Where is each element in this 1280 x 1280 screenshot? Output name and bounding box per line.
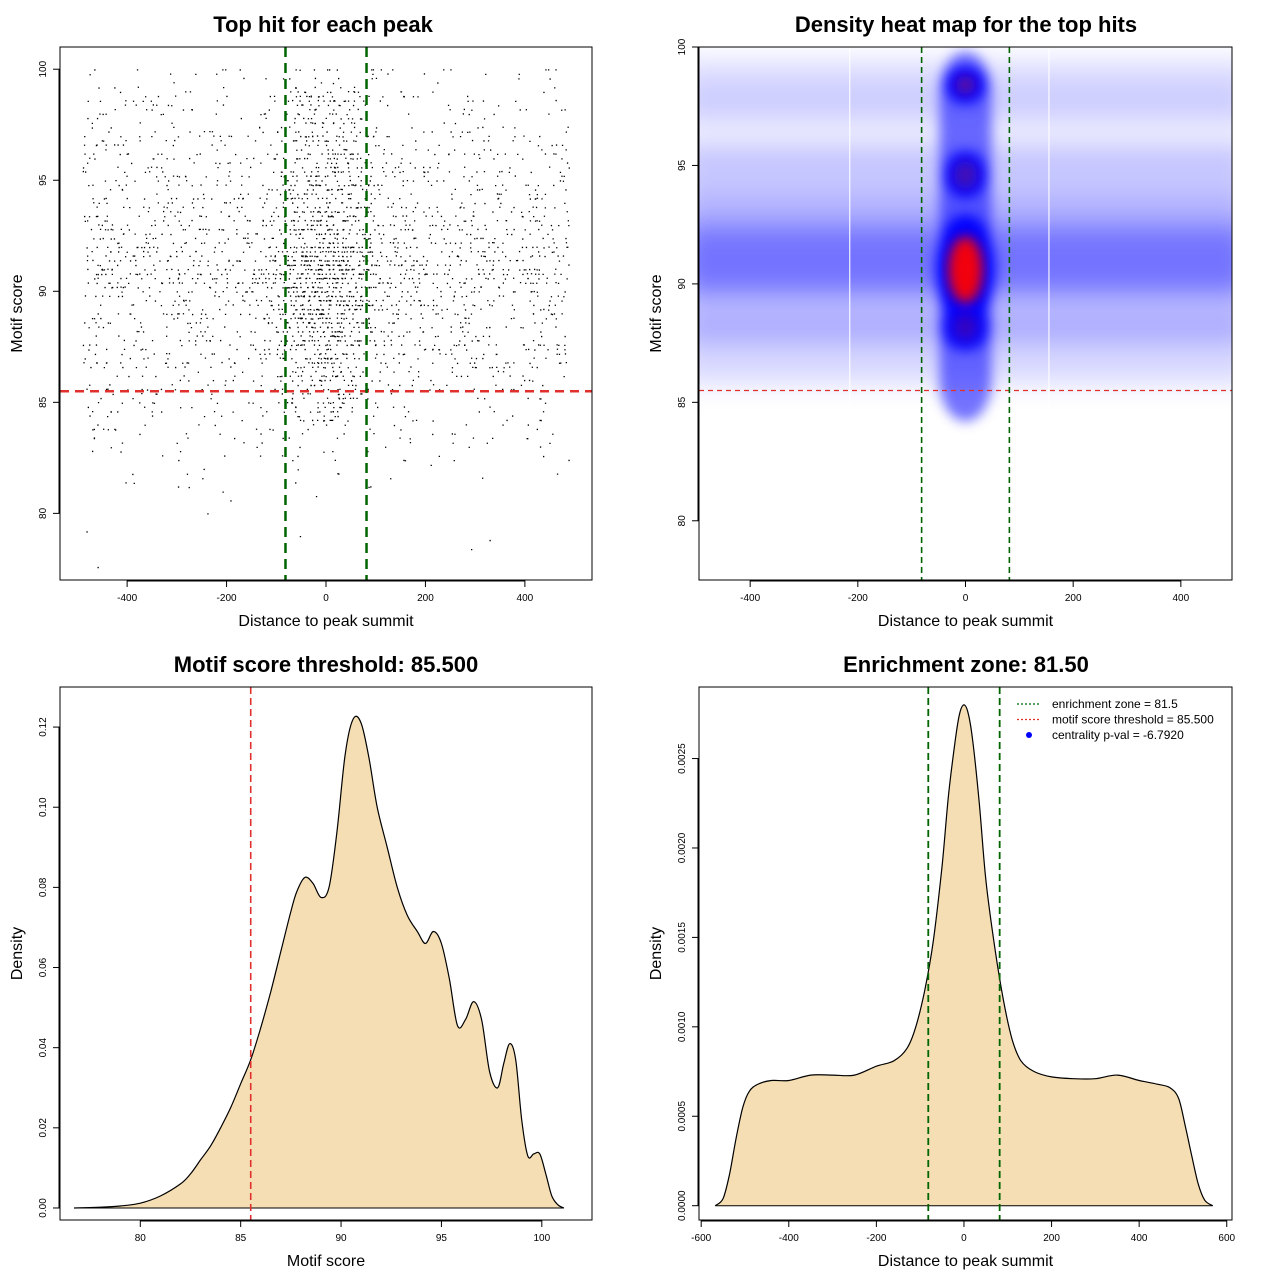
x-tick-label: 95	[436, 1233, 448, 1244]
x-tick-label: -400	[117, 593, 137, 604]
plot-frame	[698, 686, 1233, 1221]
panel-score-density: Motif score threshold: 85.500 Motif score…	[9, 652, 593, 1270]
x-axis-label: Motif score	[287, 1253, 365, 1270]
x-tick-label: -200	[217, 593, 237, 604]
x-tick-label: 100	[533, 1233, 550, 1244]
x-axis: -600 -400 -200 0 200 400 600	[691, 1220, 1236, 1244]
y-axis: 0.0000 0.0005 0.0010 0.0015 0.0020 0.0025	[677, 743, 699, 1221]
density-curve	[74, 715, 565, 1209]
x-tick-label: 200	[1065, 593, 1082, 604]
scatter-point	[82, 69, 570, 569]
y-tick-label: 100	[677, 38, 688, 55]
density-area	[715, 704, 1213, 1206]
y-axis-label: Density	[9, 927, 26, 980]
heatmap-hotspots	[948, 75, 983, 341]
heatmap-body	[699, 47, 1232, 580]
y-tick-label: 100	[38, 60, 49, 77]
x-tick-label: -400	[779, 1233, 799, 1244]
y-tick-label: 0.0010	[677, 1011, 688, 1042]
x-tick-label: 0	[323, 593, 329, 604]
y-tick-label: 0.0000	[677, 1190, 688, 1221]
y-tick-label: 0.08	[38, 877, 49, 897]
x-axis: -400 -200 0 200 400	[740, 580, 1190, 604]
panel-scatter: Top hit for each peak Distance to peak su…	[9, 12, 593, 630]
density-area	[74, 716, 564, 1208]
x-tick-label: 200	[417, 593, 434, 604]
y-tick-label: 95	[677, 159, 688, 171]
y-axis-label: Density	[648, 927, 665, 980]
x-tick-label: 600	[1218, 1233, 1235, 1244]
y-axis: 80 85 90 95 100	[38, 60, 60, 519]
x-axis: -400 -200 0 200 400	[117, 580, 534, 604]
heatmap-hotspot	[948, 236, 983, 303]
y-tick-label: 85	[38, 396, 49, 408]
y-tick-label: 0.06	[38, 957, 49, 977]
x-tick-label: 85	[235, 1233, 247, 1244]
scatter-points	[82, 69, 570, 569]
x-tick-label: -400	[740, 593, 760, 604]
legend-point	[1026, 732, 1032, 738]
x-tick-label: 0	[963, 593, 969, 604]
heatmap-hotspot	[953, 160, 978, 190]
panel-heatmap: Density heat map for the top hits Distanc…	[648, 12, 1233, 630]
legend-label: centrality p-val = -6.7920	[1052, 728, 1184, 742]
panel-distance-density: Enrichment zone: 81.50 Distance to peak s…	[648, 652, 1236, 1270]
x-tick-label: -600	[691, 1233, 711, 1244]
x-tick-label: 400	[1173, 593, 1190, 604]
y-tick-label: 0.12	[38, 717, 49, 737]
heatmap-hotspot	[955, 75, 976, 95]
x-axis-label: Distance to peak summit	[878, 1253, 1054, 1270]
x-axis: 80 85 90 95 100	[135, 1220, 551, 1244]
x-tick-label: 0	[961, 1233, 967, 1244]
x-tick-label: -200	[848, 593, 868, 604]
y-tick-label: 0.04	[38, 1038, 49, 1058]
y-tick-label: 80	[38, 507, 49, 519]
plot-frame	[698, 46, 1233, 581]
legend-item: motif score threshold = 85.500	[1017, 713, 1214, 727]
y-tick-label: 0.0020	[677, 832, 688, 863]
chart-title: Enrichment zone: 81.50	[843, 652, 1089, 677]
y-tick-label: 85	[677, 396, 688, 408]
y-tick-label: 0.10	[38, 797, 49, 817]
chart-title: Motif score threshold: 85.500	[174, 652, 478, 677]
x-tick-label: 80	[135, 1233, 147, 1244]
y-axis-label: Motif score	[9, 274, 26, 352]
y-tick-label: 0.0015	[677, 922, 688, 953]
chart-title: Density heat map for the top hits	[795, 12, 1137, 37]
x-tick-label: 400	[517, 593, 534, 604]
y-axis-label: Motif score	[648, 274, 665, 352]
y-tick-label: 0.00	[38, 1198, 49, 1218]
plot-frame	[59, 686, 593, 1221]
density-curve	[714, 704, 1214, 1207]
x-axis-label: Distance to peak summit	[878, 613, 1054, 630]
x-tick-label: -200	[866, 1233, 886, 1244]
chart-title: Top hit for each peak	[213, 12, 433, 37]
y-tick-label: 95	[38, 174, 49, 186]
x-tick-label: 90	[335, 1233, 347, 1244]
x-axis-label: Distance to peak summit	[238, 613, 414, 630]
plot-frame	[59, 46, 593, 581]
legend-item: enrichment zone = 81.5	[1017, 697, 1178, 711]
y-tick-label: 0.02	[38, 1118, 49, 1138]
legend-label: motif score threshold = 85.500	[1052, 713, 1214, 727]
heatmap-hotspot	[953, 312, 978, 341]
y-tick-label: 90	[38, 285, 49, 297]
x-tick-label: 200	[1043, 1233, 1060, 1244]
y-axis: 0.00 0.02 0.04 0.06 0.08 0.10 0.12	[38, 717, 60, 1218]
y-tick-label: 0.0005	[677, 1101, 688, 1132]
heatmap-column	[935, 51, 996, 422]
legend-item: centrality p-val = -6.7920	[1026, 728, 1184, 742]
x-tick-label: 400	[1131, 1233, 1148, 1244]
legend: enrichment zone = 81.5 motif score thresh…	[1017, 697, 1214, 742]
y-tick-label: 80	[677, 515, 688, 527]
y-axis: 80 85 90 95 100	[677, 38, 699, 526]
legend-label: enrichment zone = 81.5	[1052, 697, 1178, 711]
y-tick-label: 90	[677, 278, 688, 290]
y-tick-label: 0.0025	[677, 743, 688, 774]
